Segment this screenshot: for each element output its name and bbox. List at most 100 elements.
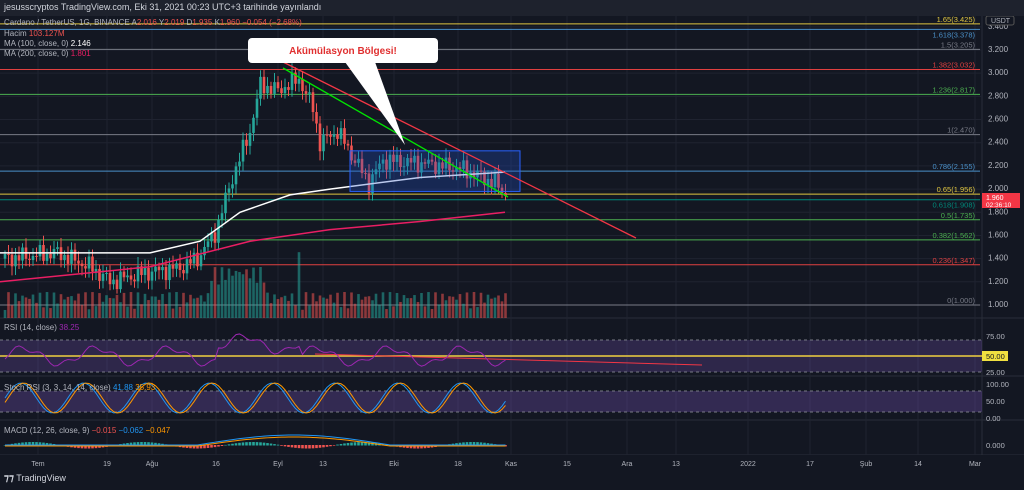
candle-body xyxy=(301,79,304,92)
volume-bar xyxy=(280,297,283,318)
price-tick: 1.400 xyxy=(988,254,1009,263)
candle-body xyxy=(192,252,196,264)
candle-body xyxy=(364,173,367,175)
volume-bar xyxy=(483,302,486,318)
volume-bar xyxy=(7,292,10,318)
candle-body xyxy=(21,247,24,261)
candle-body xyxy=(458,167,462,169)
volume-label: Hacim xyxy=(4,29,27,38)
volume-bar xyxy=(469,308,472,318)
fib-level-label: 0.65(1.956) xyxy=(937,185,976,194)
candle-body xyxy=(360,158,364,174)
macd-line xyxy=(5,434,506,446)
price-tick: 1.000 xyxy=(988,300,1009,309)
volume-bar xyxy=(182,292,185,318)
low-value: 1.935 xyxy=(192,18,213,27)
macd-hist-bar xyxy=(465,442,469,446)
tradingview-logo[interactable]: ⁊⁊ TradingView xyxy=(4,473,66,484)
macd-hist-bar xyxy=(315,445,318,449)
macd-hist-bar xyxy=(353,442,357,446)
chart-canvas[interactable]: 3.400 3.200 3.000 2.800 2.600 2.400 2.200 2.000… xyxy=(0,16,1024,490)
low-label: D xyxy=(186,18,193,27)
macd-hist-bar xyxy=(213,445,217,448)
candle-body xyxy=(252,117,255,133)
candle-body xyxy=(231,184,234,189)
macd-hist-bar xyxy=(241,442,245,446)
macd-signal-line xyxy=(5,436,506,447)
macd-hist-bar xyxy=(234,443,238,446)
candle-body xyxy=(392,154,395,162)
volume-bar xyxy=(94,306,98,318)
rsi-legend: RSI (14, close) 38.25 xyxy=(4,323,79,332)
candle-body xyxy=(122,271,126,278)
volume-bar xyxy=(80,304,84,318)
candle-body xyxy=(14,255,17,267)
fib-level-label: 0.236(1.347) xyxy=(932,256,975,265)
volume-bar xyxy=(336,292,339,318)
volume-bar xyxy=(140,304,143,318)
macd-hist-bar xyxy=(322,445,325,448)
candle-body xyxy=(168,264,171,281)
volume-bar xyxy=(465,292,469,318)
candle-body xyxy=(329,134,332,137)
volume-bar xyxy=(122,292,126,318)
candle-body xyxy=(147,267,150,281)
macd-hist-bar xyxy=(210,445,213,448)
candle-body xyxy=(430,159,434,162)
symbol-name: Cardano / TetherUS, 1G, BINANCE xyxy=(4,18,130,27)
volume-bar xyxy=(38,292,42,318)
macd-hist-bar xyxy=(136,442,140,446)
macd-hist-bar xyxy=(336,444,339,446)
volume-bar xyxy=(199,295,203,318)
candle-body xyxy=(10,254,14,267)
candle-body xyxy=(203,246,206,256)
volume-bar xyxy=(455,299,458,318)
candle-body xyxy=(150,271,154,281)
volume-bar xyxy=(371,300,374,318)
volume-bar xyxy=(77,293,80,318)
candle-body xyxy=(45,253,49,261)
candle-body xyxy=(416,155,420,173)
time-label: 2022 xyxy=(740,461,756,468)
volume-bar xyxy=(133,308,136,318)
volume-bar xyxy=(248,278,252,318)
fib-level-label: 0(1.000) xyxy=(947,296,975,305)
stoch-band xyxy=(0,391,982,412)
candle-body xyxy=(56,247,59,249)
macd-hist-bar xyxy=(196,445,199,449)
candle-body xyxy=(112,279,115,285)
fib-level-label: 1.382(3.032) xyxy=(932,60,975,69)
macd-hist-bar xyxy=(238,442,241,446)
time-label: 18 xyxy=(454,461,462,468)
stoch-d-value: 35.93 xyxy=(135,383,156,392)
candle-body xyxy=(315,112,318,124)
macd-hist-bar xyxy=(45,442,49,446)
macd-hist-bar xyxy=(84,445,87,449)
open-label: A xyxy=(131,18,137,27)
macd-hist-bar xyxy=(469,442,472,446)
volume-bar xyxy=(448,296,451,318)
candle-body xyxy=(126,275,129,278)
candle-body xyxy=(262,76,266,94)
macd-hist-bar xyxy=(269,443,273,446)
macd-hist-bar xyxy=(262,442,266,446)
rsi-label: RSI (14, close) xyxy=(4,323,57,332)
volume-bar xyxy=(234,270,238,318)
candle-body xyxy=(224,192,227,214)
candle-body xyxy=(297,79,301,84)
volume-bar xyxy=(294,305,297,318)
macd-hist-bar xyxy=(255,442,259,446)
candle-body xyxy=(217,219,220,243)
rsi-50-badge xyxy=(982,351,1008,361)
volume-bar xyxy=(136,292,140,318)
macd-hist-bar xyxy=(248,442,252,446)
volume-bar xyxy=(262,282,266,318)
candle-body xyxy=(171,264,175,269)
volume-bar xyxy=(346,308,350,318)
stoch-d-line xyxy=(4,382,506,414)
candle-body xyxy=(259,76,262,99)
volume-bar xyxy=(297,252,301,318)
publish-header: jesusscryptos TradingView.com, Eki 31, 2… xyxy=(4,2,322,12)
candle-body xyxy=(423,162,427,164)
volume-bar xyxy=(353,303,357,318)
